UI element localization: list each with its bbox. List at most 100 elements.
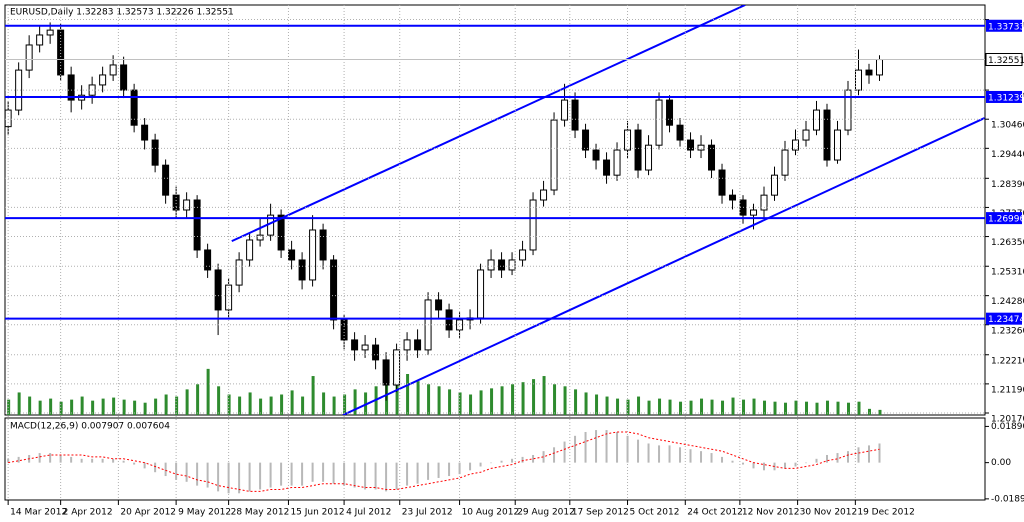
macd-bar [500, 460, 503, 463]
candle-body [519, 249, 527, 261]
volume-bar [28, 396, 32, 415]
y-tick-label: 1.28390 [991, 180, 1024, 190]
volume-bar [658, 398, 662, 415]
volume-bar [59, 401, 63, 415]
macd-bar [553, 447, 556, 463]
volume-bar [322, 392, 326, 415]
macd-tick-label: 0.00 [991, 458, 1011, 468]
candle-body [277, 214, 285, 251]
volume-bar [280, 394, 284, 415]
volume-bar [721, 400, 725, 415]
volume-bar [500, 386, 504, 415]
volume-bar [416, 381, 420, 415]
level-box [986, 212, 1022, 225]
volume-bar [49, 398, 53, 415]
candle-body [771, 174, 779, 196]
candle-body [813, 109, 821, 131]
macd-panel [4, 417, 986, 501]
candle-body [708, 144, 716, 171]
volume-bar [794, 400, 798, 415]
volume-bar [563, 386, 567, 415]
x-tick-label: 10 Aug 2012 [462, 508, 520, 518]
volume-bar [406, 374, 410, 415]
volume-bar [248, 392, 252, 415]
candle-body [875, 59, 883, 76]
candle-body [351, 339, 359, 351]
macd-bar [238, 462, 241, 494]
macd-bar [301, 462, 304, 486]
volume-bar [826, 400, 830, 415]
macd-bar [91, 458, 94, 463]
current-price-box [985, 53, 1023, 67]
candle-body [193, 199, 201, 251]
candle-body [697, 144, 705, 151]
volume-bar [80, 396, 84, 415]
volume-bar [700, 398, 704, 415]
macd-bar [867, 445, 870, 463]
macd-bar [374, 462, 377, 490]
level-label: 1.31239 [988, 93, 1024, 103]
candle-body [151, 139, 159, 166]
candle-body [382, 359, 390, 386]
macd-bar [521, 456, 524, 463]
macd-bar [742, 462, 745, 465]
candle-body [865, 69, 873, 76]
x-tick-label: 24 Oct 2012 [687, 508, 743, 518]
volume-bar [542, 376, 546, 415]
candle-body [834, 129, 842, 161]
volume-bar [70, 399, 74, 415]
candle-body [718, 169, 726, 196]
macd-bar [710, 453, 713, 463]
x-tick-label: 4 Jul 2012 [346, 508, 391, 518]
candle-body [529, 199, 537, 251]
candle-body [561, 99, 569, 121]
trendline [231, 5, 746, 243]
candle-body [540, 189, 548, 201]
macd-bar [784, 462, 787, 469]
volume-bar [133, 400, 137, 415]
macd-bar [437, 462, 440, 478]
volume-bar [605, 396, 609, 415]
macd-bar [836, 453, 839, 463]
macd-bar [878, 443, 881, 463]
y-tick-label: 1.29440 [991, 150, 1024, 160]
macd-bar [164, 462, 167, 477]
x-tick-label: 14 Mar 2012 [10, 508, 67, 518]
macd-title: MACD(12,26,9) 0.007907 0.007604 [10, 422, 170, 432]
macd-bar [731, 460, 734, 463]
macd-bar [616, 431, 619, 463]
candle-body [15, 69, 23, 111]
macd-bar [217, 462, 220, 492]
volume-bar [584, 392, 588, 415]
macd-bar [248, 462, 251, 492]
volume-bar [38, 400, 42, 415]
x-tick-label: 19 Dec 2012 [857, 508, 915, 518]
macd-bar [112, 458, 115, 463]
candle-body [435, 299, 443, 311]
macd-tick-label: 0.018909 [991, 422, 1024, 432]
candle-body [214, 269, 222, 311]
macd-bar [416, 462, 419, 484]
candle-body [288, 249, 296, 261]
volume-bar [574, 389, 578, 415]
candle-body [162, 164, 170, 196]
volume-bar [710, 399, 714, 415]
candle-body [414, 339, 422, 351]
volume-bar [805, 401, 809, 415]
volume-bar [332, 396, 336, 415]
macd-bar [38, 453, 41, 463]
volume-bar [784, 402, 788, 415]
macd-bar [563, 441, 566, 463]
macd-bar [322, 462, 325, 482]
candle-body [46, 29, 54, 36]
volume-bar [763, 400, 767, 415]
macd-bar [846, 451, 849, 463]
x-tick-label: 9 May 2012 [178, 508, 231, 518]
volume-bar [185, 389, 189, 415]
volume-bar [521, 382, 525, 415]
y-tick-label: 1.26350 [991, 238, 1024, 248]
y-tick-label: 1.30460 [991, 121, 1024, 131]
level-label: 1.23474 [988, 315, 1024, 325]
volume-bar [311, 376, 315, 415]
candle-body [666, 99, 674, 126]
